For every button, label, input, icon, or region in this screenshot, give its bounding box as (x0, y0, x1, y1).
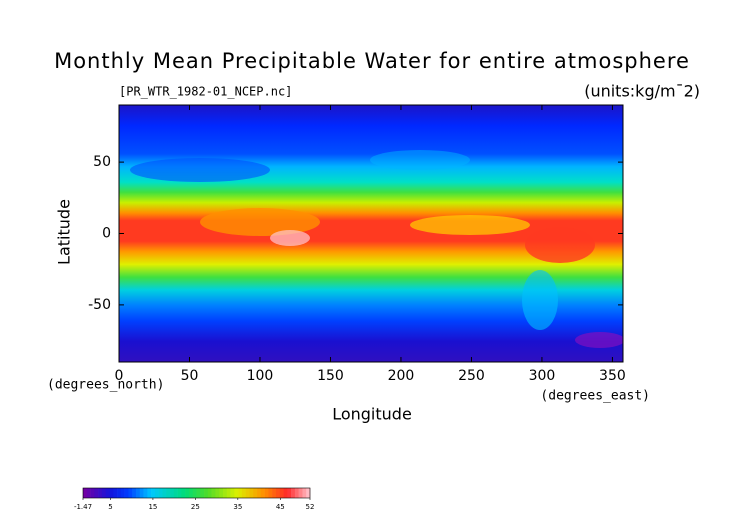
colorbar-cell (158, 488, 163, 498)
colorbar-cell (177, 488, 182, 498)
colorbar-cell (260, 488, 265, 498)
colorbar-cell (98, 488, 103, 498)
colorbar-cell (230, 488, 235, 498)
colorbar-cell (264, 488, 269, 498)
colorbar-cell (132, 488, 137, 498)
x-axis-label: Longitude (332, 405, 412, 424)
y-tick-label: 0 (102, 226, 111, 242)
colorbar-cell (241, 488, 246, 498)
colorbar-cell (83, 488, 88, 498)
colorbar-cell (234, 488, 239, 498)
colorbar-cell (200, 488, 205, 498)
colorbar-cell (147, 488, 152, 498)
colorbar-cell (128, 488, 133, 498)
colorbar-cell (279, 488, 284, 498)
x-tick-label: 0 (115, 368, 124, 384)
colorbar-tick-label: 25 (191, 503, 200, 511)
x-tick-label: 300 (529, 368, 556, 384)
colorbar-cell (143, 488, 148, 498)
x-tick-label: 100 (247, 368, 274, 384)
colorbar-cell (117, 488, 122, 498)
colorbar-cell (135, 488, 141, 498)
colorbar-cell (298, 488, 303, 498)
y-unit: (degrees_north) (47, 378, 164, 393)
colorbar-cell (109, 488, 114, 498)
colorbar-cell (302, 488, 307, 498)
colorbar-tick-label: 5 (108, 503, 112, 511)
colorbar-cell (238, 488, 243, 498)
y-tick-label: 50 (93, 154, 111, 170)
colorbar-cell (306, 488, 311, 498)
colorbar-cell (245, 488, 250, 498)
colorbar-cell (173, 488, 178, 498)
colorbar-cell (166, 488, 171, 498)
colorbar-cell (253, 488, 258, 498)
colorbar-cell (94, 488, 99, 498)
colorbar-cell (181, 488, 186, 498)
colorbar-cell (287, 488, 292, 498)
colorbar-frame (82, 487, 311, 499)
subtitle: [PR_WTR_1982-01_NCEP.nc] (119, 85, 292, 99)
x-tick-label: 150 (317, 368, 344, 384)
colorbar-cell (226, 488, 231, 498)
x-tick-label: 350 (599, 368, 626, 384)
colorbar-cell (105, 488, 110, 498)
colorbar-cell (86, 488, 91, 498)
x-tick-label: 200 (388, 368, 415, 384)
colorbar-cell (154, 488, 159, 498)
colorbar-tick-label: 45 (276, 503, 285, 511)
units: (units:kg/m¯2) (584, 82, 700, 101)
colorbar-cell (162, 488, 167, 498)
colorbar-cell (120, 488, 125, 498)
colorbar-cell (124, 488, 129, 498)
colorbar-cell (219, 488, 224, 498)
colorbar-cell (211, 488, 216, 498)
colorbar-tick-label: 35 (233, 503, 242, 511)
colorbar-cell (204, 488, 209, 498)
colorbar-cell (257, 488, 262, 498)
colorbar-cell (151, 488, 156, 498)
colorbar-cell (222, 488, 228, 498)
colorbar-cell (249, 488, 254, 498)
colorbar-tick-label: 15 (148, 503, 157, 511)
colorbar-cell (101, 488, 106, 498)
colorbar-cell (90, 488, 95, 498)
colorbar-cell (185, 488, 190, 498)
field (119, 105, 623, 362)
colorbar-cell (188, 488, 194, 498)
colorbar-cell (196, 488, 201, 498)
colorbar-cell (294, 488, 299, 498)
colorbar-cell (192, 488, 197, 498)
colorbar-cell (139, 488, 144, 498)
x-unit: (degrees_east) (540, 389, 650, 404)
colorbar-cell (283, 488, 288, 498)
colorbar-cell (275, 488, 281, 498)
colorbar-cell (272, 488, 277, 498)
colorbar-cell (113, 488, 118, 498)
colorbar-cell (268, 488, 273, 498)
colorbar-cell (215, 488, 220, 498)
colorbar-cell (291, 488, 296, 498)
chart-title: Monthly Mean Precipitable Water for enti… (54, 49, 690, 73)
x-tick-label: 50 (181, 368, 199, 384)
colorbar-tick-label: 52 (306, 503, 315, 511)
colorbar-cell (207, 488, 212, 498)
y-axis-label: Latitude (55, 199, 74, 265)
y-tick-label: -50 (88, 297, 111, 313)
colorbar-tick-label: -1.47 (74, 503, 92, 511)
colorbar-cell (170, 488, 175, 498)
x-tick-label: 250 (458, 368, 485, 384)
